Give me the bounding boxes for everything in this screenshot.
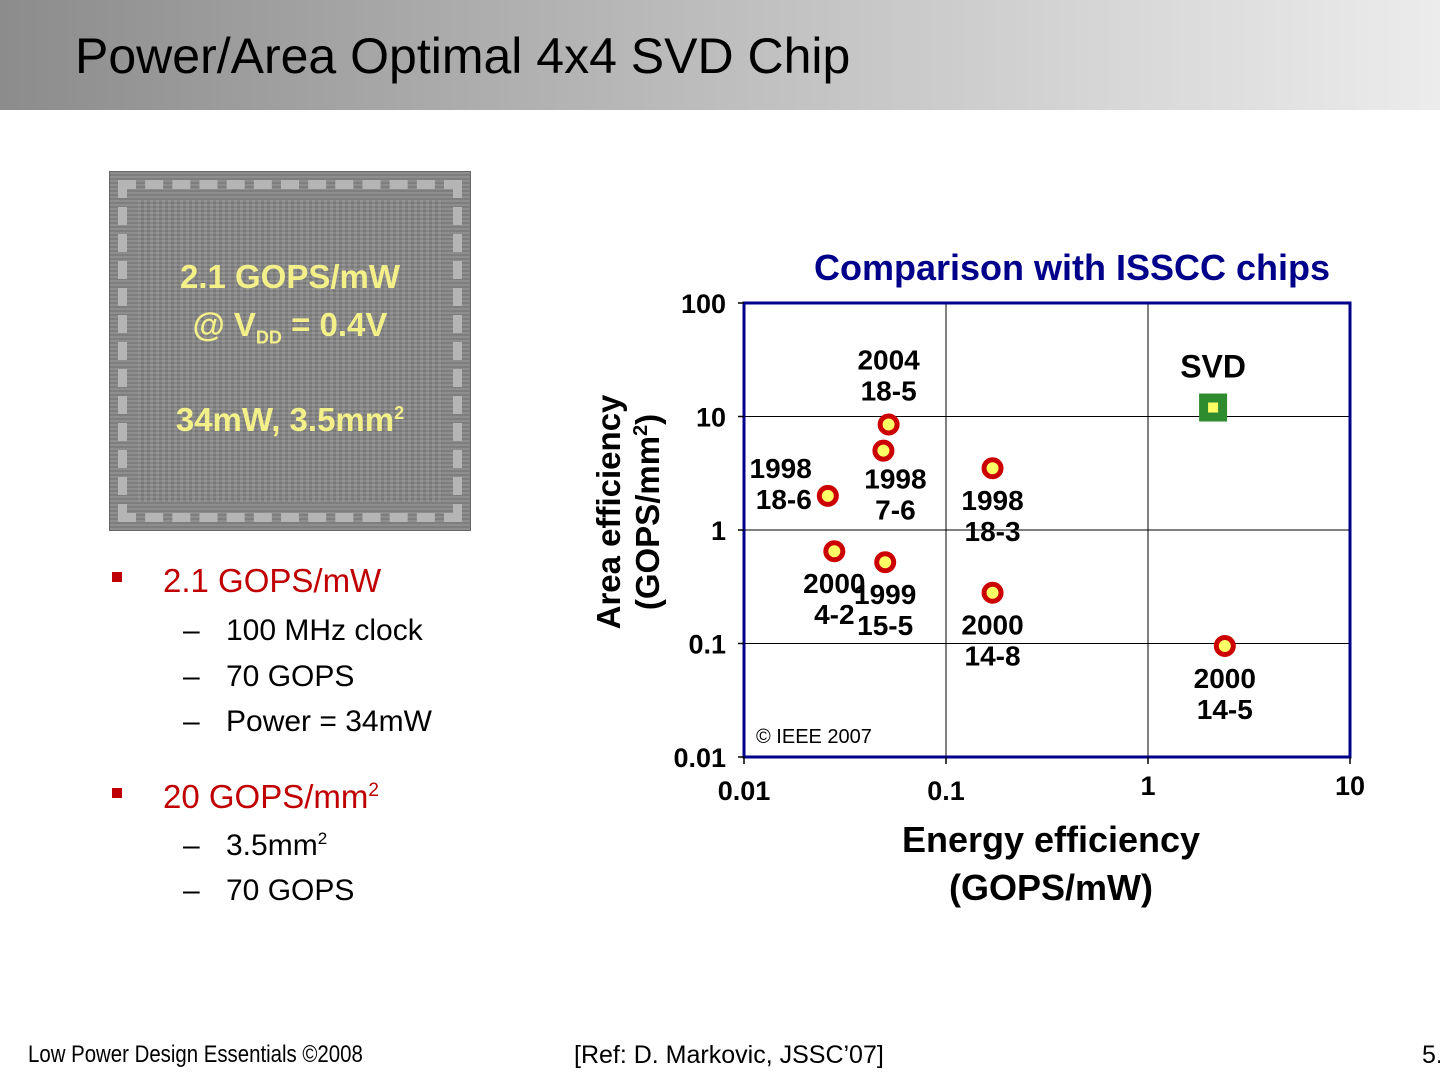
point-marker (874, 551, 897, 574)
y-tick-label: 10 (696, 403, 726, 433)
chip-die-photo: 2.1 GOPS/mW @ VDD = 0.4V 34mW, 3.5mm2 (109, 171, 471, 531)
point-year-label: 2000 (803, 568, 865, 599)
point-id-label: 18-3 (965, 516, 1021, 547)
slide-title: Power/Area Optimal 4x4 SVD Chip (75, 28, 851, 84)
point-marker (877, 413, 900, 436)
point-year-label: 1999 (854, 579, 916, 610)
x-tick-label: 0.01 (718, 776, 771, 806)
point-year-label: 1998 (961, 485, 1023, 516)
y-tick-labels: 100 10 1 0.1 0.01 (673, 289, 726, 773)
footer-reference: [Ref: D. Markovic, JSSC’07] (574, 1041, 884, 1069)
chip-spec-power-area: 34mW, 3.5mm2 (175, 401, 405, 438)
plot-frame (738, 301, 1352, 764)
chip-spec-efficiency: 2.1 GOPS/mW (179, 258, 401, 295)
x-axis-label: Energy efficiency (GOPS/mW) (902, 819, 1200, 908)
point-id-label: 4-2 (814, 599, 854, 630)
x-tick-labels: 0.01 0.1 1 10 (718, 771, 1365, 806)
point-id-label: 18-6 (756, 484, 812, 515)
svd-marker-core (1208, 402, 1219, 413)
point-id-label: 7-6 (875, 495, 915, 526)
svd-label: SVD (1180, 349, 1246, 385)
point-year-label: 2000 (961, 610, 1023, 641)
y-tick-label: 0.1 (688, 630, 726, 660)
point-year-label: 2004 (857, 345, 920, 376)
chart-title: Comparison with ISSCC chips (814, 247, 1330, 288)
x-tick-label: 0.1 (927, 776, 965, 806)
point-id-label: 18-5 (861, 376, 917, 407)
title-bar: Power/Area Optimal 4x4 SVD Chip (0, 0, 1440, 110)
footer-page-number: 5. (1422, 1041, 1440, 1069)
point-id-label: 15-5 (857, 610, 913, 641)
x-axis-title: Energy efficiency (902, 819, 1200, 860)
x-axis-unit: (GOPS/mW) (949, 867, 1153, 908)
point-marker (823, 540, 846, 563)
chip-spec-voltage: @ VDD = 0.4V (192, 306, 388, 348)
point-marker (872, 439, 895, 462)
x-tick-label: 10 (1335, 771, 1365, 801)
point-marker (1213, 635, 1236, 658)
y-axis-title: Area efficiency (590, 394, 627, 629)
point-year-label: 1998 (864, 464, 926, 495)
footer-course: Low Power Design Essentials ©2008 (28, 1041, 363, 1068)
y-axis-unit: (GOPS/mm2) (629, 414, 666, 610)
x-tick-label: 1 (1140, 771, 1155, 801)
svd-highlight: SVD (1180, 349, 1246, 422)
point-marker (816, 484, 839, 507)
point-year-label: 2000 (1194, 663, 1256, 694)
point-year-label: 1998 (750, 453, 812, 484)
y-tick-label: 100 (681, 289, 726, 319)
point-marker (981, 457, 1004, 480)
y-tick-label: 1 (711, 516, 726, 546)
point-id-label: 14-5 (1197, 694, 1253, 725)
point-id-label: 14-8 (965, 641, 1021, 672)
scatter-chart: Comparison with ISSCC chips 1001010.10.0… (590, 247, 1365, 908)
copyright-notice: © IEEE 2007 (756, 726, 872, 748)
point-marker (981, 581, 1004, 604)
chart-grid (744, 303, 1350, 757)
y-tick-label: 0.01 (673, 743, 726, 773)
y-axis-label: Area efficiency (GOPS/mm2) (590, 394, 666, 629)
